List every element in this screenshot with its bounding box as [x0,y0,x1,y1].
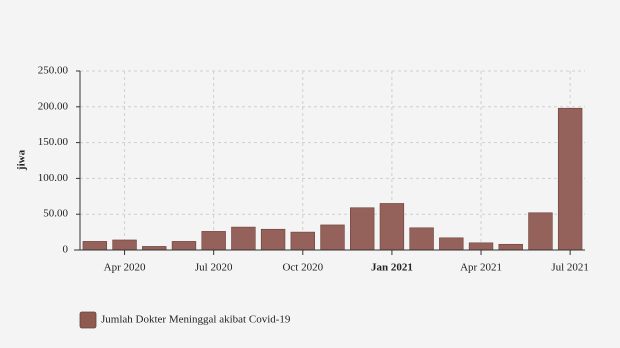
y-tick-label: 100.00 [38,172,69,184]
x-tick-label: Oct 2020 [282,262,323,274]
x-tick-label: Jul 2021 [551,262,589,274]
bar [350,207,375,251]
bar [112,239,137,251]
y-tick-label: 50.00 [43,208,68,220]
bar [231,226,256,251]
legend-swatch [79,311,97,329]
bar [320,224,345,251]
x-tick-label: Apr 2021 [460,262,502,274]
bar [557,107,583,251]
bar [528,212,553,251]
x-tick-label: Jan 2021 [371,262,413,274]
bar [142,246,167,251]
y-tick-label: 200.00 [38,100,69,112]
bar [379,203,405,251]
bar [82,241,108,251]
bar [201,231,226,251]
y-tick-label: 150.00 [38,136,69,148]
bar [439,237,464,251]
bar [290,231,315,251]
bar [468,242,494,251]
bar [171,241,197,251]
bar [409,227,434,251]
legend-label: Jumlah Dokter Meninggal akibat Covid-19 [101,314,291,326]
x-tick-label: Jul 2020 [195,262,233,274]
y-axis-label: jiwa [16,149,28,171]
bar [260,228,286,251]
bar [498,243,523,251]
y-tick-label: 250.00 [38,65,69,77]
y-tick-label: 0 [63,244,69,256]
x-tick-label: Apr 2020 [104,262,146,274]
